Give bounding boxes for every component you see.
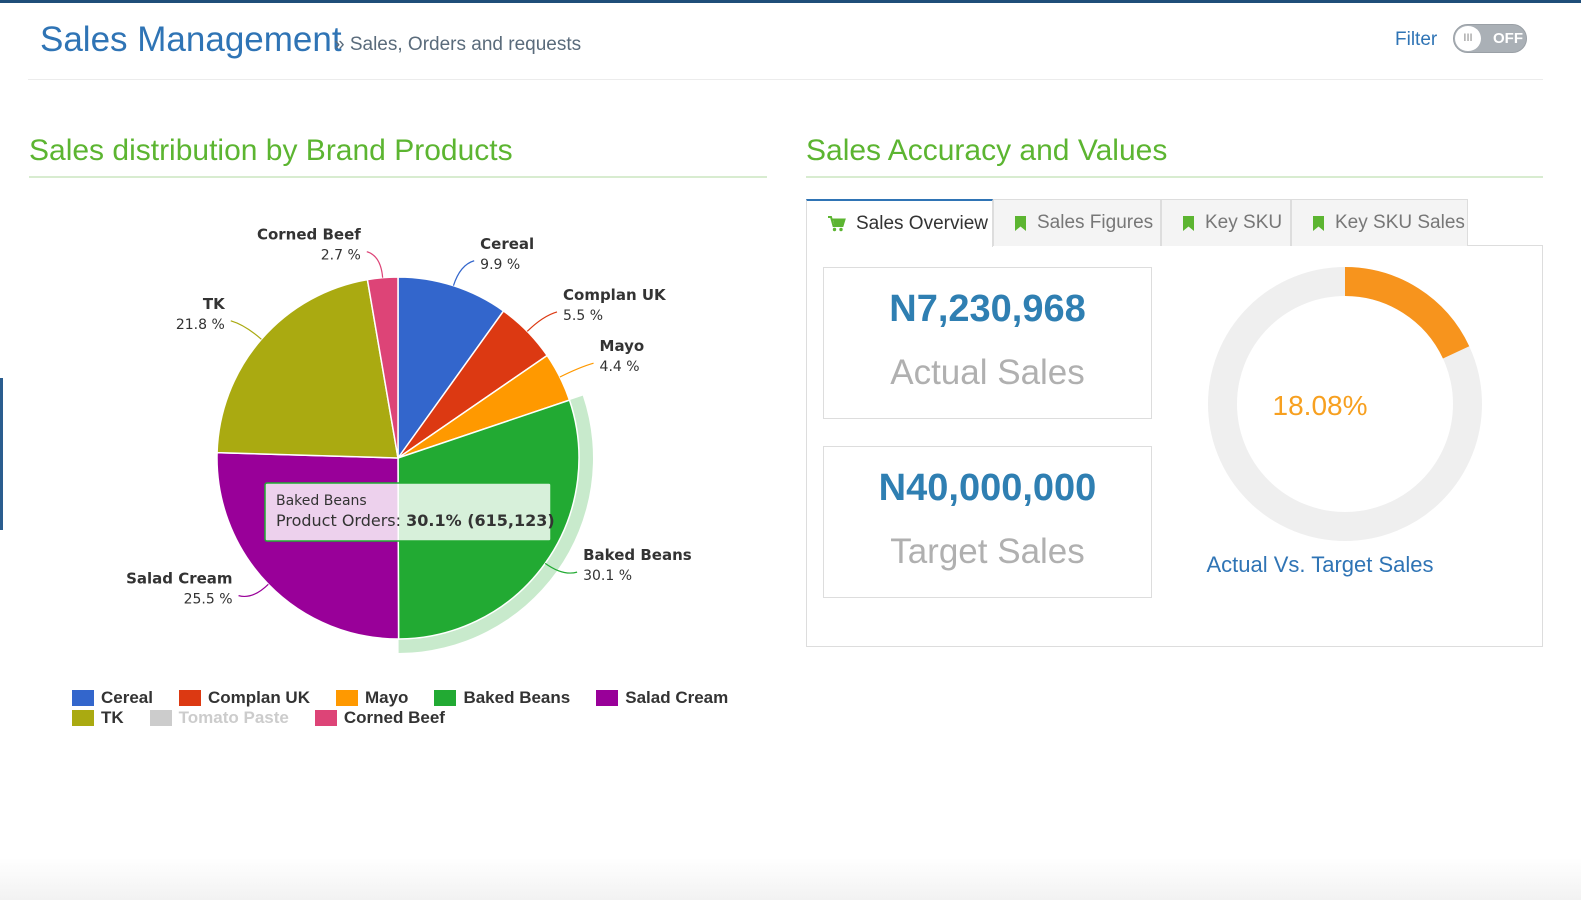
legend-item-cereal[interactable]: Cereal — [72, 688, 153, 708]
legend-item-mayo[interactable]: Mayo — [335, 688, 409, 708]
pie-label-percent: 4.4 % — [600, 359, 640, 375]
target-sales-card: N40,000,000 Target Sales — [823, 446, 1152, 598]
tooltip-series: Product Orders: 30.1% (615,123) — [276, 511, 555, 530]
tooltip-box — [264, 482, 552, 542]
legend-swatch — [149, 710, 172, 726]
tab-label: Sales Overview — [856, 213, 988, 234]
pie-section-divider — [29, 176, 767, 178]
pie-connector-complan-uk — [526, 311, 558, 332]
filter-toggle[interactable]: III OFF — [1453, 24, 1527, 53]
legend-swatch — [178, 690, 201, 706]
target-sales-value: N40,000,000 — [878, 467, 1097, 509]
pie-label-name: TK — [203, 295, 226, 313]
donut-percent: 18.08% — [1272, 390, 1368, 421]
pie-label-percent: 9.9 % — [480, 257, 520, 273]
legend-item-salad-cream[interactable]: Salad Cream — [596, 688, 728, 708]
legend-row: TK Tomato Paste Corned Beef — [72, 708, 772, 728]
pie-tooltip: Baked Beans Product Orders: 30.1% (615,12… — [264, 482, 555, 542]
pie-connector-mayo — [559, 362, 594, 378]
actual-vs-target-donut — [1208, 267, 1482, 541]
pie-section-title: Sales distribution by Brand Products — [29, 134, 513, 167]
breadcrumb: » Sales, Orders and requests — [334, 34, 582, 55]
tooltip-value: 30.1% (615,123) — [406, 511, 555, 530]
legend-swatch — [72, 690, 94, 706]
tab-bar: Sales Overview Sales Figures Key SKU Key SK… — [806, 199, 1468, 247]
pie-legend: Cereal Complan UK Mayo Baked Beans Salad Cre… — [72, 688, 772, 728]
legend-item-tomato-paste[interactable]: Tomato Paste — [149, 708, 289, 728]
tab-label: Key SKU — [1205, 212, 1283, 233]
page-title: Sales Management — [40, 20, 342, 59]
legend-label: Salad Cream — [625, 688, 729, 707]
legend-swatch — [72, 710, 94, 726]
actual-sales-card: N7,230,968 Actual Sales — [823, 267, 1152, 419]
pie-slice-corned-beef[interactable] — [366, 276, 399, 459]
legend-label: Tomato Paste — [178, 708, 289, 727]
pie-label-name: Complan UK — [563, 286, 667, 304]
tab-key-sku-sales[interactable]: Key SKU Sales — [1291, 199, 1468, 246]
toggle-knob[interactable]: III — [1455, 26, 1481, 51]
legend-item-complan-uk[interactable]: Complan UK — [178, 688, 310, 708]
legend-item-corned-beef[interactable]: Corned Beef — [314, 708, 445, 728]
legend-swatch — [596, 690, 619, 706]
legend-swatch — [335, 690, 358, 706]
tab-label: Key SKU Sales — [1335, 212, 1465, 233]
legend-row: Cereal Complan UK Mayo Baked Beans Salad Cre… — [72, 688, 772, 708]
pie-label-percent: 25.5 % — [184, 592, 233, 608]
pie-connector-salad-cream — [238, 583, 269, 598]
pie-connector-corned-beef — [366, 251, 384, 278]
tooltip-title: Baked Beans — [276, 493, 367, 509]
left-edge-marker — [0, 378, 3, 530]
toggle-state-text: OFF — [1493, 30, 1523, 47]
legend-label: Corned Beef — [343, 708, 445, 727]
filter-label: Filter — [1395, 29, 1438, 50]
page-header: Sales Management » Sales, Orders and req… — [28, 0, 1543, 80]
pie-label-percent: 30.1 % — [583, 568, 632, 584]
donut-progress-arc — [1344, 267, 1470, 359]
pie-label-name: Baked Beans — [583, 546, 692, 564]
bottom-fade — [0, 858, 1581, 900]
legend-item-tk[interactable]: TK — [72, 708, 124, 728]
cart-icon — [827, 216, 846, 232]
legend-item-baked-beans[interactable]: Baked Beans — [434, 688, 570, 708]
pie-chart[interactable]: Cereal 9.9 % Complan UK 5.5 % Mayo 4.4 % Baked… — [40, 195, 740, 675]
pie-label-name: Mayo — [600, 337, 645, 355]
tab-label: Sales Figures — [1037, 212, 1154, 233]
legend-swatch — [314, 710, 337, 726]
legend-label: Mayo — [364, 688, 409, 707]
bookmark-icon — [1182, 215, 1195, 232]
pie-label-name: Salad Cream — [126, 570, 232, 588]
tab-sales-overview[interactable]: Sales Overview — [806, 199, 993, 247]
legend-label: Complan UK — [207, 688, 310, 707]
accuracy-section-divider — [806, 176, 1543, 178]
actual-sales-value: N7,230,968 — [889, 288, 1086, 330]
pie-label-name: Cereal — [480, 235, 534, 253]
actual-sales-label: Actual Sales — [890, 353, 1085, 392]
legend-swatch — [434, 690, 457, 706]
tab-key-sku[interactable]: Key SKU — [1161, 199, 1291, 246]
target-sales-label: Target Sales — [890, 532, 1085, 571]
pie-connector-tk — [230, 320, 262, 340]
accuracy-section-title: Sales Accuracy and Values — [806, 134, 1168, 167]
pie-label-name: Corned Beef — [257, 226, 361, 244]
legend-label: TK — [101, 708, 124, 727]
pie-slice-salad-cream[interactable] — [216, 451, 400, 640]
pie-label-percent: 21.8 % — [176, 317, 225, 333]
pie-connector-cereal — [452, 260, 475, 286]
bookmark-icon — [1014, 215, 1027, 232]
donut-caption[interactable]: Actual Vs. Target Sales — [1206, 552, 1434, 577]
bookmark-icon — [1312, 215, 1325, 232]
top-accent-bar — [0, 0, 1581, 3]
legend-label: Cereal — [101, 688, 153, 707]
tab-sales-figures[interactable]: Sales Figures — [993, 199, 1161, 246]
pie-slice-cereal[interactable] — [397, 276, 505, 461]
pie-connector-baked-beans — [544, 562, 578, 574]
pie-slice-tk[interactable] — [216, 278, 399, 459]
pie-label-percent: 5.5 % — [563, 308, 603, 324]
pie-label-percent: 2.7 % — [321, 248, 361, 264]
legend-label: Baked Beans — [463, 688, 571, 707]
